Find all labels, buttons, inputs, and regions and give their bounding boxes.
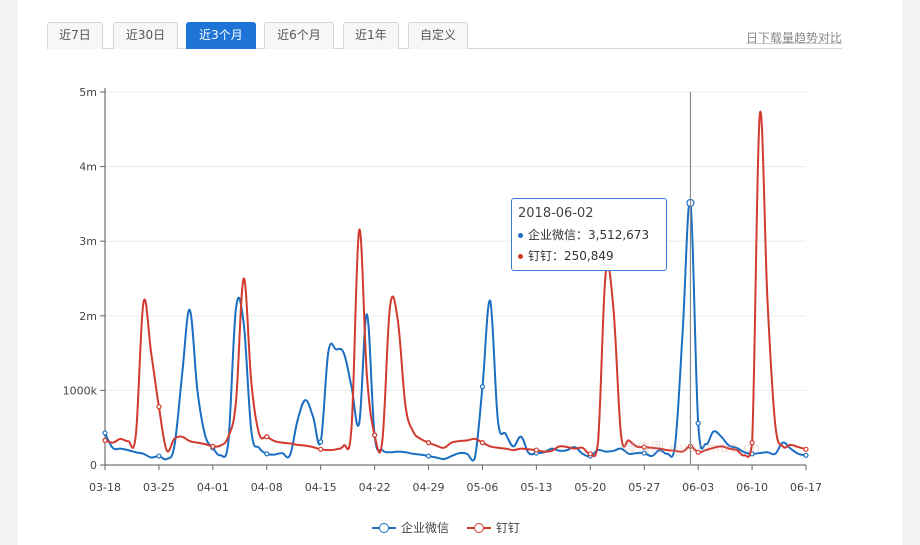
x-tick-label: 05-20 bbox=[574, 481, 606, 494]
legend-line-icon bbox=[372, 522, 396, 534]
x-tick-label: 04-15 bbox=[305, 481, 337, 494]
data-point bbox=[102, 437, 108, 443]
legend-line-icon bbox=[466, 522, 491, 534]
data-point bbox=[587, 451, 593, 457]
data-point bbox=[264, 434, 270, 440]
tab-6-months[interactable]: 近6个月 bbox=[264, 22, 334, 49]
tooltip-row-wecom: 企业微信：3,512,673 bbox=[518, 226, 660, 243]
data-point bbox=[425, 440, 432, 446]
data-point bbox=[210, 443, 216, 449]
tab-3-months[interactable]: 近3个月 bbox=[186, 22, 256, 49]
series-line-0 bbox=[104, 200, 807, 462]
chart-legend: 企业微信 钉钉 bbox=[372, 519, 534, 537]
y-axis: 0 1000k 2m 3m 4m 5m bbox=[63, 86, 106, 472]
data-point bbox=[425, 453, 432, 459]
x-tick-label: 04-08 bbox=[251, 481, 283, 494]
watermark: 微信圈 quanmao.cn bbox=[623, 441, 761, 456]
data-point bbox=[641, 450, 647, 456]
tooltip-wecom-value: 企业微信：3,512,673 bbox=[528, 228, 650, 242]
tooltip-dingtalk-value: 钉钉：250,849 bbox=[528, 249, 614, 263]
tab-30-days[interactable]: 近30日 bbox=[113, 22, 178, 49]
x-tick-label: 04-29 bbox=[413, 481, 445, 494]
y-tick-label: 3m bbox=[79, 235, 97, 248]
data-point bbox=[803, 446, 809, 452]
y-tick-label: 0 bbox=[90, 459, 97, 472]
x-tick-label: 05-27 bbox=[628, 481, 660, 494]
data-point bbox=[318, 439, 324, 445]
y-tick-label: 4m bbox=[79, 161, 97, 174]
data-point bbox=[695, 420, 701, 426]
tooltip-date: 2018-06-02 bbox=[518, 206, 594, 221]
data-point bbox=[641, 444, 647, 450]
data-point bbox=[102, 430, 108, 436]
x-axis: 03-18 03-25 04-01 04-08 04-15 04-22 04-29 05-06… bbox=[89, 464, 822, 494]
x-tick-label: 03-18 bbox=[89, 481, 121, 494]
series-bullet bbox=[518, 253, 523, 259]
trend-compare-link[interactable]: 日下载量趋势对比 bbox=[745, 31, 842, 45]
x-tick-label: 04-22 bbox=[359, 481, 391, 494]
data-tooltip: 2018-06-02 企业微信：3,512,673 钉钉：250,849 bbox=[511, 198, 667, 271]
data-point bbox=[803, 452, 809, 458]
x-tick-label: 06-10 bbox=[736, 481, 768, 494]
legend-item-wecom[interactable]: 企业微信 bbox=[372, 519, 449, 536]
x-tick-label: 05-06 bbox=[466, 481, 498, 494]
legend-item-dingtalk[interactable]: 钉钉 bbox=[466, 519, 520, 536]
data-point bbox=[533, 447, 539, 453]
x-tick-label: 06-03 bbox=[682, 481, 714, 494]
data-point bbox=[156, 404, 162, 410]
x-tick-label: 05-13 bbox=[520, 481, 552, 494]
series-lines bbox=[102, 110, 809, 462]
y-tick-label: 2m bbox=[79, 310, 97, 323]
x-tick-label: 03-25 bbox=[143, 481, 175, 494]
data-point bbox=[318, 446, 324, 452]
tab-1-year[interactable]: 近1年 bbox=[343, 22, 399, 49]
x-tick-label: 04-01 bbox=[197, 481, 229, 494]
tab-custom[interactable]: 自定义 bbox=[408, 22, 468, 49]
legend-label: 钉钉 bbox=[495, 521, 520, 535]
series-line-1 bbox=[104, 110, 807, 458]
data-point bbox=[479, 440, 486, 446]
data-point bbox=[372, 432, 378, 438]
data-point bbox=[695, 449, 701, 455]
tab-7-days[interactable]: 近7日 bbox=[47, 22, 103, 49]
legend-label: 企业微信 bbox=[401, 521, 450, 535]
x-tick-label: 06-17 bbox=[790, 481, 822, 494]
data-point bbox=[156, 453, 162, 459]
data-point bbox=[749, 440, 755, 446]
data-point bbox=[264, 451, 270, 457]
y-tick-label: 1000k bbox=[63, 384, 98, 397]
series-bullet bbox=[518, 232, 523, 238]
grid-lines bbox=[105, 91, 806, 391]
data-point bbox=[479, 384, 486, 390]
tooltip-row-dingtalk: 钉钉：250,849 bbox=[518, 247, 660, 264]
range-tabs: 近7日 近30日 近3个月 近6个月 近1年 自定义 bbox=[47, 22, 842, 49]
y-tick-label: 5m bbox=[79, 86, 97, 99]
